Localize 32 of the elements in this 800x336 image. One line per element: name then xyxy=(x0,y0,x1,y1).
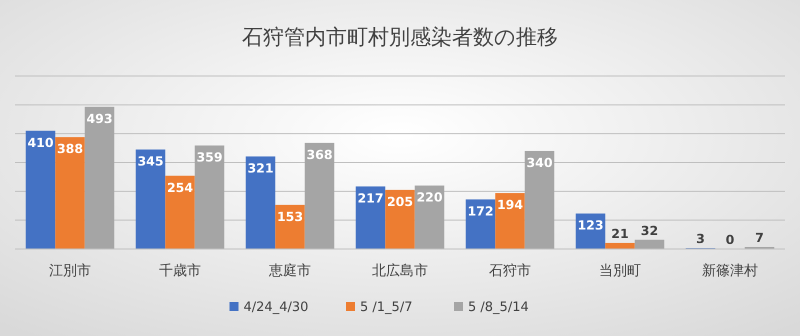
data-label: 254 xyxy=(166,180,194,195)
data-label: 32 xyxy=(640,222,658,238)
legend-label: 4/24_4/30 xyxy=(244,300,308,315)
data-label: 493 xyxy=(86,110,113,126)
data-label: 194 xyxy=(496,197,524,212)
data-label: 368 xyxy=(306,146,333,162)
legend-label: 5 /1_5/7 xyxy=(360,300,412,315)
x-tick-label: 石狩市 xyxy=(489,263,531,279)
data-label: 321 xyxy=(247,160,274,176)
data-label: 172 xyxy=(467,203,494,218)
x-tick-label: 新篠津村 xyxy=(702,263,758,279)
data-label: 21 xyxy=(611,226,629,241)
x-tick-label: 恵庭市 xyxy=(268,263,311,279)
data-label: 388 xyxy=(56,141,84,156)
data-label: 220 xyxy=(416,190,443,205)
x-tick-label: 北広島市 xyxy=(372,263,428,279)
data-label: 153 xyxy=(276,208,304,224)
x-tick-label: 当別町 xyxy=(599,263,641,279)
legend-label: 5 /8_5/14 xyxy=(468,300,529,315)
data-label: 7 xyxy=(755,230,764,245)
data-label: 359 xyxy=(196,149,223,164)
data-label: 123 xyxy=(577,218,604,233)
chart-title: 石狩管内市町村別感染者数の推移 xyxy=(242,25,558,49)
data-label: 410 xyxy=(27,134,54,150)
data-label: 340 xyxy=(526,154,553,170)
data-label: 205 xyxy=(386,194,414,209)
data-label: 345 xyxy=(137,154,164,169)
data-label: 217 xyxy=(357,190,384,206)
data-label: 3 xyxy=(696,231,705,246)
x-tick-label: 千歳市 xyxy=(159,263,201,279)
data-label: 0 xyxy=(726,232,735,247)
x-tick-label: 江別市 xyxy=(49,263,91,279)
